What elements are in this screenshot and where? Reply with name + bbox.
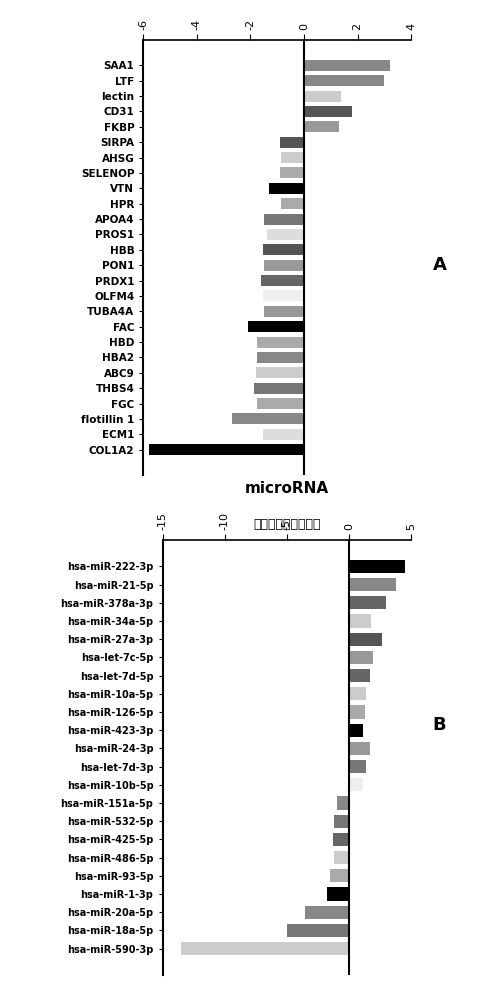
Bar [264, 306, 304, 317]
Bar [257, 352, 304, 363]
Bar [349, 614, 371, 628]
Bar [349, 669, 370, 682]
Bar [261, 275, 304, 286]
Bar [349, 651, 372, 664]
Text: A: A [433, 256, 446, 274]
Bar [287, 924, 349, 937]
Bar [305, 906, 349, 919]
Bar [281, 152, 304, 163]
Bar [304, 60, 390, 71]
Bar [248, 321, 304, 332]
Bar [264, 214, 304, 225]
Bar [304, 91, 341, 102]
Bar [257, 398, 304, 409]
Bar [181, 942, 349, 955]
Bar [349, 778, 363, 791]
Bar [262, 429, 304, 440]
Bar [256, 367, 304, 378]
Bar [262, 244, 304, 255]
Bar [304, 106, 352, 117]
Bar [349, 596, 386, 609]
Bar [334, 815, 349, 828]
Bar [349, 633, 382, 646]
Bar [281, 198, 304, 209]
Bar [269, 183, 304, 194]
Bar [267, 229, 304, 240]
Bar [326, 887, 349, 901]
Bar [333, 833, 349, 846]
Bar [280, 167, 304, 178]
Bar [349, 742, 370, 755]
Bar [349, 578, 396, 591]
Text: microRNA: microRNA [245, 482, 329, 496]
Bar [280, 137, 304, 148]
Bar [337, 796, 349, 810]
Bar [257, 337, 304, 348]
Bar [334, 851, 349, 864]
Text: B: B [433, 716, 446, 734]
Bar [254, 383, 304, 394]
Bar [149, 444, 304, 455]
Bar [304, 121, 339, 132]
Bar [349, 687, 366, 700]
Bar [232, 413, 304, 424]
Text: （相对于健康对照）: （相对于健康对照） [253, 518, 321, 531]
Bar [349, 724, 363, 737]
Bar [304, 75, 384, 86]
Bar [330, 869, 349, 882]
Bar [349, 560, 405, 573]
Bar [349, 705, 365, 719]
Bar [262, 290, 304, 301]
Bar [349, 760, 366, 773]
Bar [264, 260, 304, 271]
